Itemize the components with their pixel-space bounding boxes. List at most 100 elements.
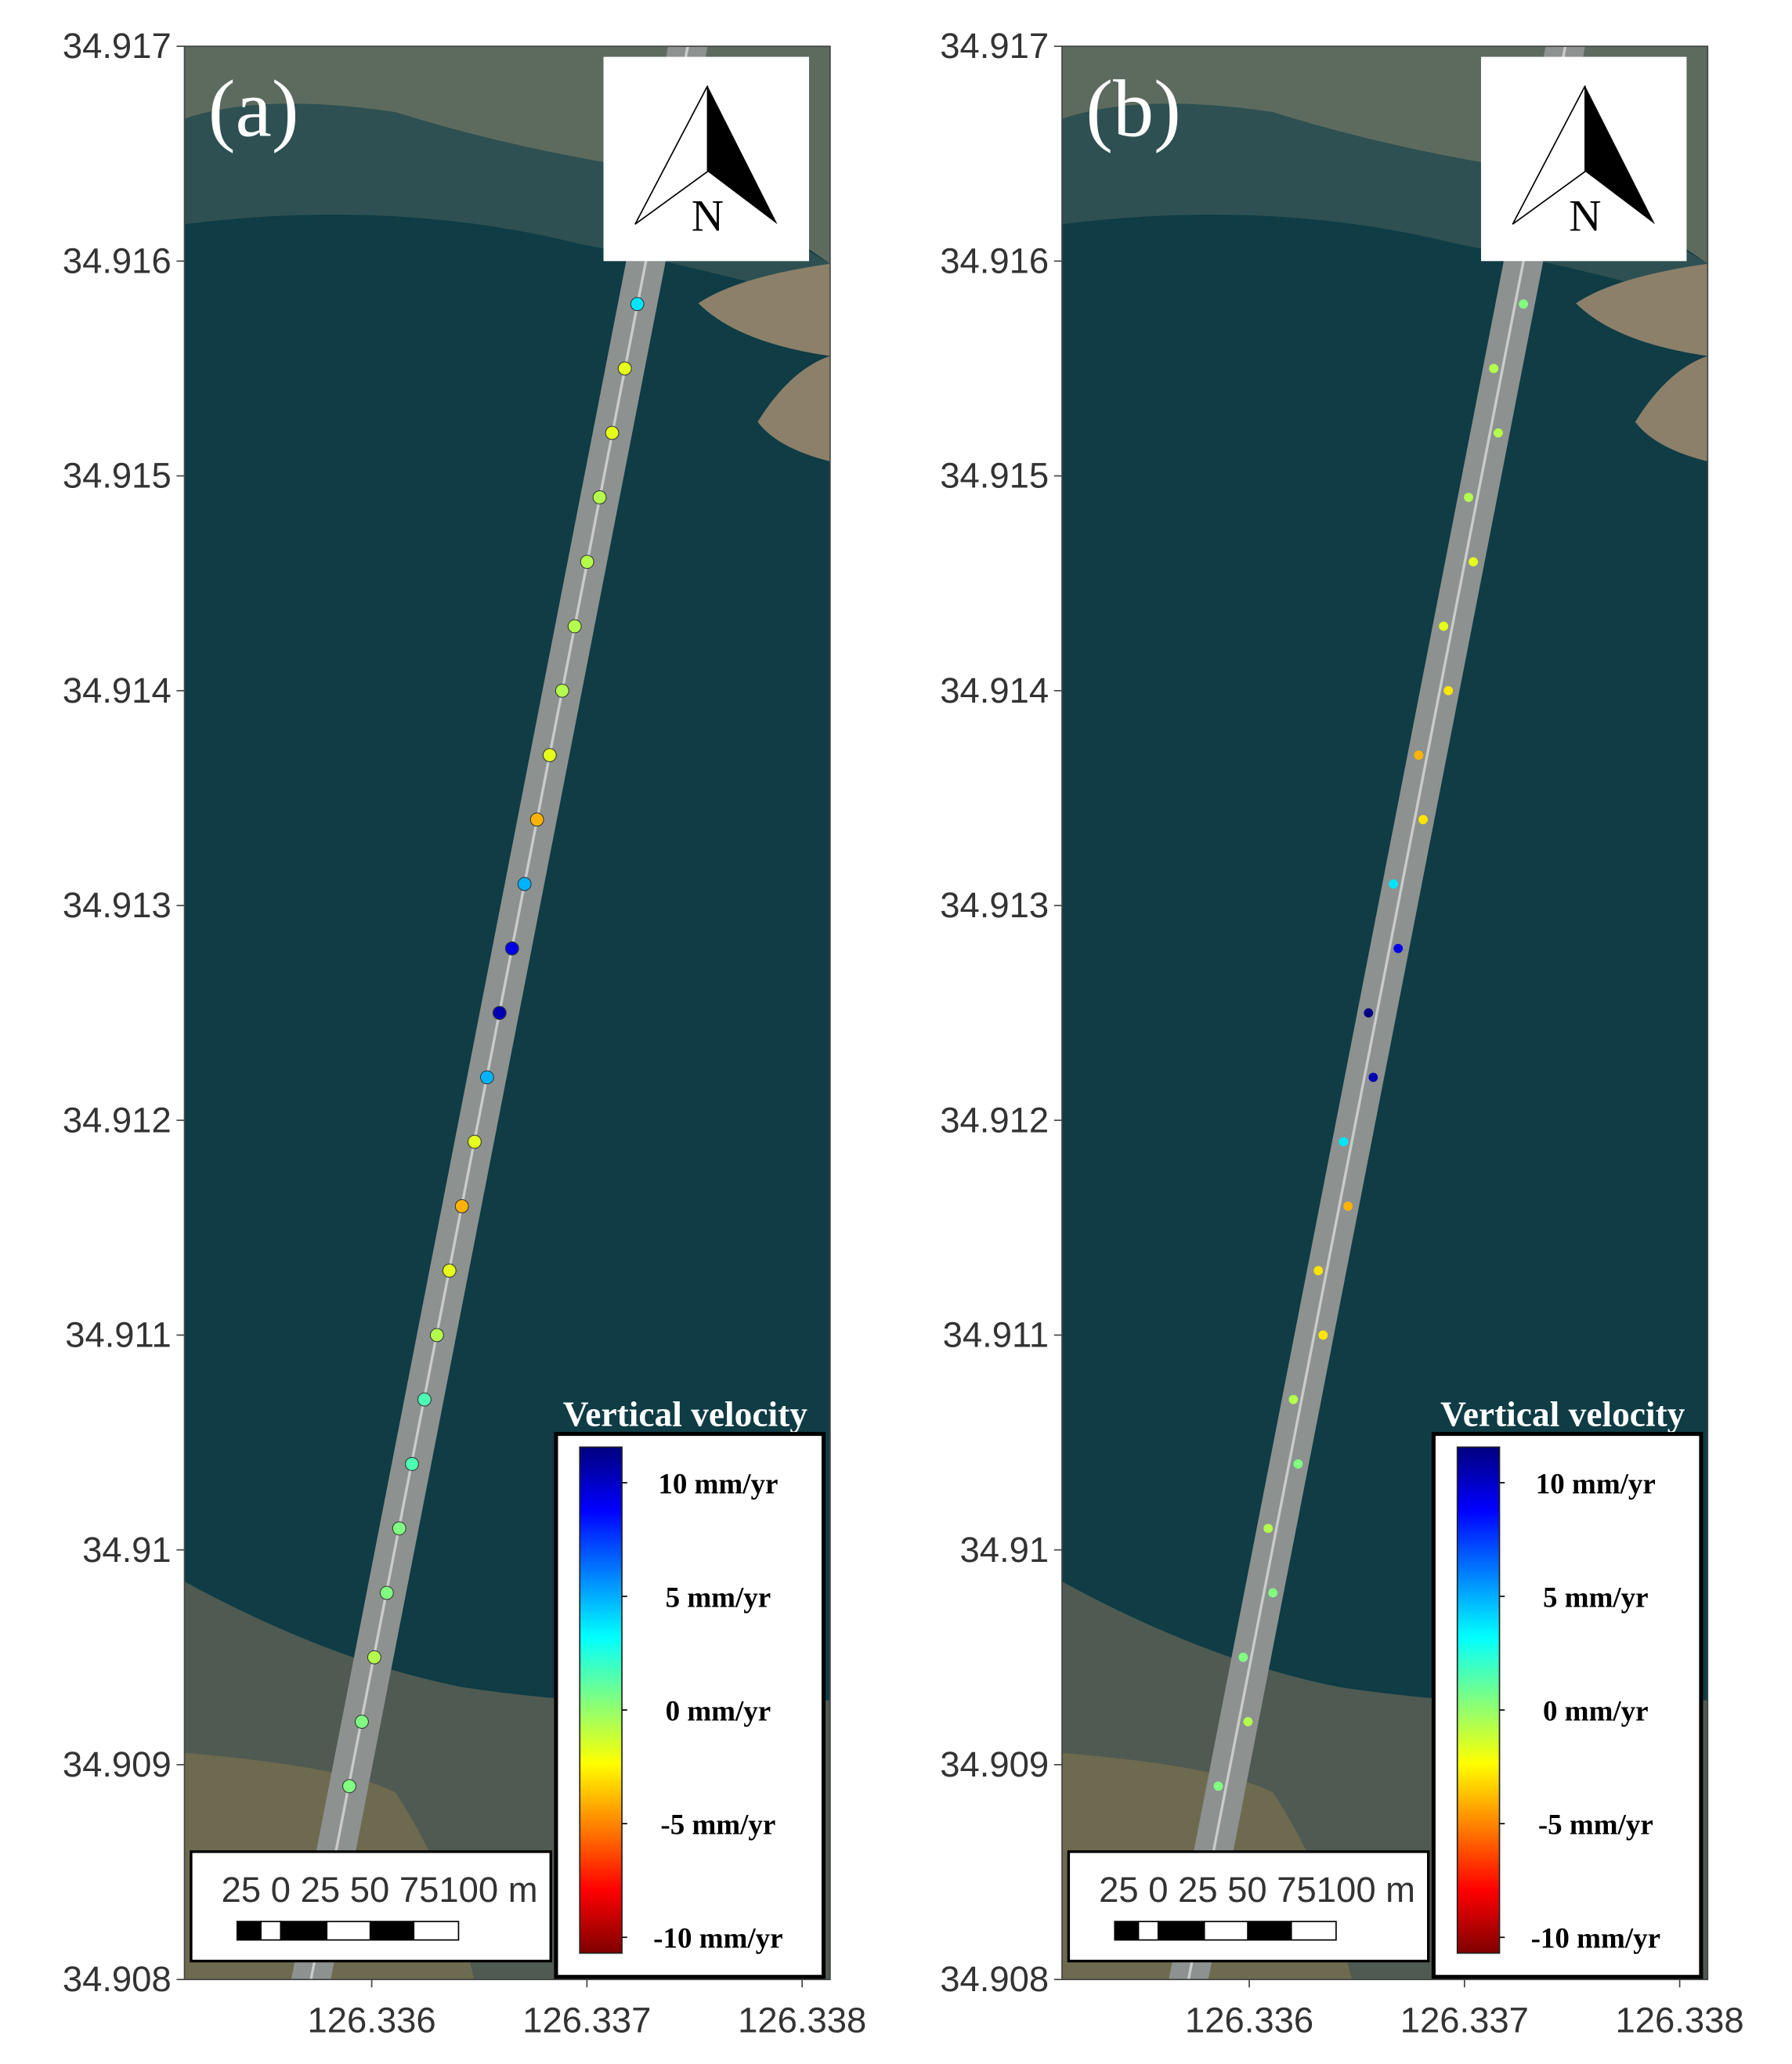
velocity-point — [1238, 1652, 1248, 1662]
y-tick-label: 34.912 — [940, 1100, 1049, 1140]
north-arrow-right — [1584, 85, 1656, 225]
y-tick-label: 34.916 — [940, 240, 1049, 280]
plot-frame — [1061, 45, 1709, 1980]
velocity-point — [1213, 1781, 1223, 1791]
scale-segment — [1157, 1921, 1205, 1941]
velocity-point — [1393, 943, 1404, 953]
bridge-median — [1187, 45, 1567, 1980]
colorbar-tick-label: 10 mm/yr — [1536, 1468, 1656, 1500]
y-tick-label: 34.912 — [63, 1100, 172, 1140]
colorbar — [1456, 1446, 1501, 1954]
velocity-point — [367, 1650, 381, 1665]
velocity-point — [1519, 299, 1529, 309]
velocity-point — [1343, 1202, 1353, 1211]
velocity-point — [492, 1006, 507, 1021]
y-tick-label: 34.911 — [65, 1315, 172, 1355]
velocity-point — [592, 490, 607, 504]
colorbar-tick-label: 0 mm/yr — [1543, 1696, 1649, 1728]
velocity-point — [1263, 1524, 1274, 1534]
panel-label: (b) — [1086, 63, 1181, 154]
y-tick-label: 34.908 — [63, 1959, 172, 1999]
colorbar-title: Vertical velocity — [1440, 1395, 1685, 1434]
velocity-point — [504, 941, 519, 956]
velocity-point — [1339, 1137, 1349, 1147]
velocity-point — [1268, 1588, 1278, 1598]
scale-segment — [413, 1921, 460, 1941]
velocity-point — [355, 1715, 369, 1729]
velocity-point — [1243, 1717, 1253, 1726]
colorbar-tick-label: -5 mm/yr — [660, 1809, 775, 1842]
scale-segment — [236, 1921, 262, 1941]
velocity-point — [542, 748, 557, 762]
x-tick-label: 126.338 — [1616, 2000, 1744, 2040]
velocity-point — [1389, 879, 1399, 889]
velocity-point — [379, 1585, 394, 1600]
velocity-point — [1364, 1008, 1374, 1018]
y-tick-label: 34.911 — [943, 1315, 1050, 1355]
velocity-point — [580, 555, 594, 569]
velocity-point — [479, 1070, 494, 1085]
velocity-point — [405, 1457, 419, 1471]
scale-segment — [1114, 1921, 1140, 1941]
y-tick-label: 34.909 — [940, 1744, 1049, 1784]
plot-frame — [183, 45, 831, 1980]
colorbar — [579, 1446, 623, 1954]
scale-box — [190, 1850, 552, 1963]
scale-label: 25 0 25 50 75100 m — [222, 1870, 538, 1910]
y-tick-label: 34.917 — [940, 26, 1049, 66]
velocity-point — [468, 1134, 482, 1149]
velocity-point — [454, 1198, 469, 1213]
scale-segment — [280, 1921, 328, 1941]
velocity-point — [1418, 815, 1428, 825]
x-tick-label: 126.336 — [1185, 2000, 1313, 2040]
colorbar-tick-label: -5 mm/yr — [1538, 1809, 1653, 1842]
velocity-point — [1368, 1072, 1378, 1083]
colorbar-tick-label: 5 mm/yr — [666, 1581, 771, 1614]
y-tick-label: 34.909 — [63, 1744, 172, 1784]
panel-label: (a) — [208, 63, 299, 154]
velocity-point — [617, 361, 632, 376]
velocity-point — [1443, 685, 1454, 696]
velocity-point — [442, 1263, 457, 1278]
velocity-point — [429, 1328, 444, 1343]
velocity-point — [1414, 750, 1424, 760]
velocity-point — [1318, 1330, 1328, 1340]
x-tick-label: 126.337 — [1400, 2000, 1529, 2040]
y-tick-label: 34.908 — [940, 1959, 1049, 1999]
velocity-point — [630, 297, 645, 312]
x-tick-label: 126.338 — [738, 2000, 866, 2040]
y-tick-label: 34.913 — [940, 885, 1049, 925]
scale-segment — [1203, 1921, 1249, 1941]
colorbar-tick-label: 0 mm/yr — [666, 1696, 771, 1728]
velocity-point — [517, 877, 532, 891]
scale-segment — [369, 1921, 415, 1941]
y-tick-label: 34.91 — [960, 1530, 1050, 1570]
east-beach — [698, 263, 830, 462]
colorbar-title: Vertical velocity — [563, 1395, 808, 1434]
velocity-point — [605, 425, 620, 440]
velocity-point — [342, 1779, 356, 1794]
velocity-point — [392, 1521, 406, 1536]
velocity-point — [417, 1392, 432, 1407]
x-tick-label: 126.336 — [308, 2000, 436, 2040]
y-tick-label: 34.916 — [63, 240, 172, 280]
y-tick-label: 34.915 — [63, 456, 172, 496]
panel: 34.908 34.909 34.91 34.911 34.912 34.913 34.91… — [63, 26, 866, 2040]
colorbar-tick-label: 5 mm/yr — [1543, 1581, 1649, 1614]
scale-segment — [260, 1921, 282, 1941]
y-tick-label: 34.915 — [940, 456, 1049, 496]
scale-box — [1067, 1850, 1430, 1963]
north-label: N — [692, 192, 724, 241]
velocity-point — [1494, 428, 1503, 438]
north-arrow-right — [707, 85, 778, 225]
scale-segment — [1137, 1921, 1159, 1941]
velocity-point — [1489, 363, 1499, 374]
velocity-point — [1439, 621, 1449, 631]
velocity-point — [1313, 1266, 1324, 1276]
scale-segment — [1290, 1921, 1337, 1941]
colorbar-tick-label: -10 mm/yr — [653, 1923, 782, 1955]
north-label: N — [1569, 192, 1601, 241]
velocity-point — [529, 812, 544, 827]
velocity-point — [1469, 557, 1478, 567]
